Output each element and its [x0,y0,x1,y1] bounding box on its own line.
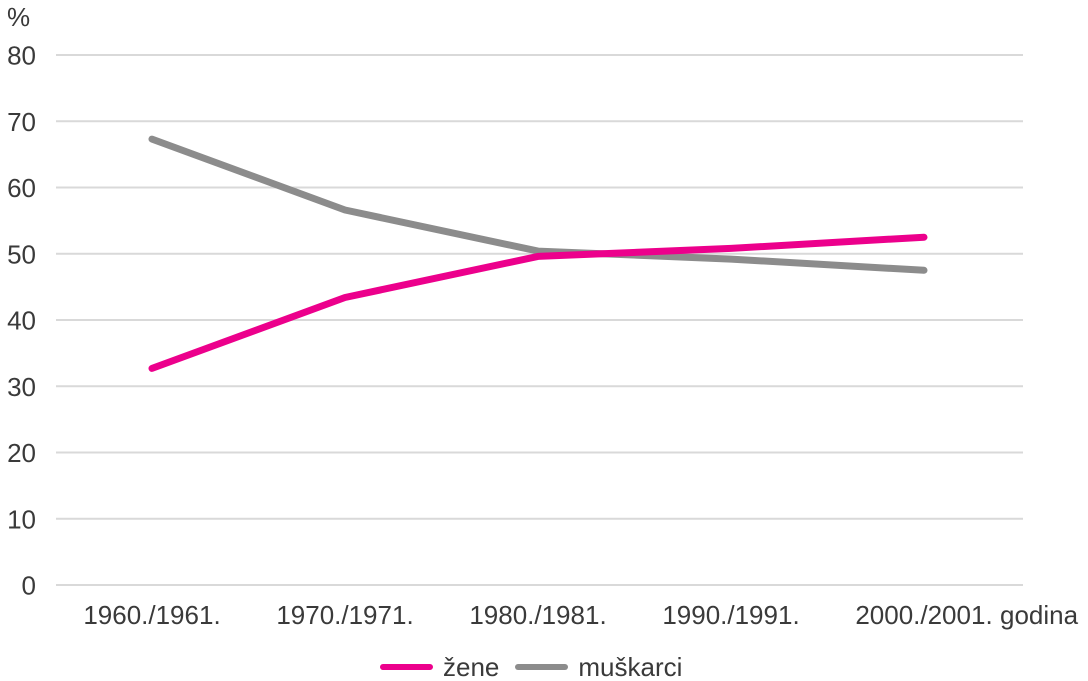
muskarci-line-swatch-icon [515,664,569,670]
y-tick-labels-group: 80 70 60 50 40 30 20 10 0 [7,41,36,601]
y-tick-label: 80 [7,41,36,71]
y-axis-unit-label: % [7,2,30,32]
y-tick-label: 70 [7,107,36,137]
zene-line-swatch-icon [380,664,433,670]
x-tick-label: 2000./2001. [855,600,992,630]
legend-item-muskarci: muškarci [515,654,682,680]
x-tick-label: 1960./1961. [83,600,220,630]
y-tick-label: 60 [7,173,36,203]
legend-item-zene: žene [380,654,499,680]
y-tick-label: 20 [7,438,36,468]
x-axis-unit-label: godina [1000,600,1079,630]
chart-legend: žene muškarci [380,652,682,681]
legend-label-zene: žene [443,652,500,681]
x-tick-label: 1990./1991. [662,600,799,630]
legend-label-muskarci: muškarci [578,652,683,681]
series-lines-group [148,135,928,372]
x-tick-labels-group: 1960./1961. 1970./1971. 1980./1981. 1990./1… [83,600,992,630]
y-tick-label: 50 [7,239,36,269]
y-tick-label: 10 [7,504,36,534]
series-line-muškarci [148,135,928,274]
x-tick-label: 1980./1981. [469,600,606,630]
y-tick-label: 0 [22,571,36,601]
chart-canvas: % 80 70 60 50 40 30 20 10 0 1960./1961. 1970./197… [7,2,1079,630]
x-tick-label: 1970./1971. [276,600,413,630]
series-line-žene [148,233,928,372]
y-tick-label: 30 [7,372,36,402]
y-tick-label: 40 [7,306,36,336]
gridlines-group [56,54,1023,586]
